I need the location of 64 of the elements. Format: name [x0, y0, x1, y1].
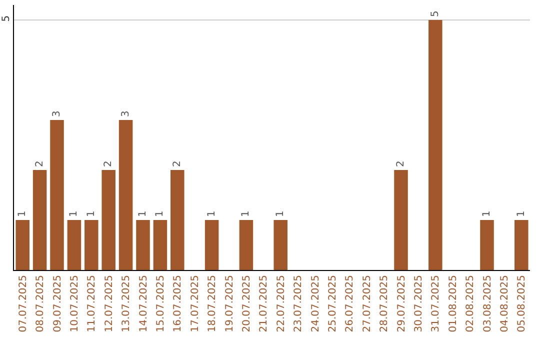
- x-tick-label: 20.07.2025: [241, 275, 252, 332]
- data-label: 1: [275, 210, 286, 217]
- data-label: 3: [52, 110, 62, 117]
- x-tick-label: 22.07.2025: [276, 275, 287, 332]
- x-tick-label: 31.07.2025: [430, 275, 442, 332]
- x-tick-label: 04.08.2025: [499, 275, 510, 332]
- bar: [204, 220, 219, 270]
- data-label: 2: [172, 160, 183, 167]
- x-tick-label: 03.08.2025: [482, 275, 494, 332]
- x-tick-label: 26.07.2025: [344, 275, 356, 332]
- x-tick-label: 12.07.2025: [104, 275, 115, 332]
- bar: [16, 220, 30, 270]
- x-tick-label: 09.07.2025: [52, 275, 64, 332]
- x-tick-label: 23.07.2025: [293, 275, 304, 332]
- bar: [153, 220, 168, 270]
- x-tick-label: 01.08.2025: [448, 275, 459, 332]
- x-tick-label: 24.07.2025: [310, 275, 322, 332]
- x-tick-label: 10.07.2025: [69, 275, 80, 332]
- x-tick-label: 08.07.2025: [35, 275, 46, 332]
- x-tick-label: 18.07.2025: [207, 275, 218, 332]
- bar: [170, 170, 184, 270]
- bar: [50, 120, 64, 270]
- data-label: 1: [482, 210, 492, 217]
- bar: [32, 170, 47, 270]
- data-label: 1: [206, 210, 218, 217]
- bar: [67, 220, 82, 270]
- bar: [480, 220, 494, 270]
- x-tick-label: 30.07.2025: [413, 275, 424, 332]
- bar: [239, 220, 254, 270]
- data-label: 1: [154, 210, 166, 217]
- x-tick-label: 16.07.2025: [172, 275, 184, 332]
- x-tick-label: 13.07.2025: [121, 275, 132, 332]
- x-tick-label: 17.07.2025: [190, 275, 201, 332]
- bar: [274, 220, 288, 270]
- bar: [514, 220, 528, 270]
- data-label: 2: [34, 160, 46, 167]
- x-tick-label: 25.07.2025: [327, 275, 338, 332]
- bar: [394, 170, 408, 270]
- data-label: 2: [396, 160, 406, 167]
- x-tick-label: 15.07.2025: [155, 275, 166, 332]
- data-label: 1: [240, 210, 252, 217]
- data-label: 1: [68, 210, 80, 217]
- bar: [84, 220, 98, 270]
- x-tick-label: 07.07.2025: [18, 275, 29, 332]
- x-tick-label: 02.08.2025: [465, 275, 476, 332]
- x-tick-label: 29.07.2025: [396, 275, 408, 332]
- data-label: 1: [86, 210, 97, 217]
- x-tick-label: 21.07.2025: [258, 275, 270, 332]
- bar: [136, 220, 150, 270]
- x-tick-label: 14.07.2025: [138, 275, 150, 332]
- x-tick-label: 05.08.2025: [516, 275, 528, 332]
- data-label: 1: [138, 210, 148, 217]
- bar: [102, 170, 116, 270]
- data-label: 1: [17, 210, 28, 217]
- bar: [428, 20, 442, 270]
- data-label: 2: [103, 160, 114, 167]
- x-tick-label: 11.07.2025: [86, 275, 98, 332]
- bar: [118, 120, 133, 270]
- data-label: 1: [516, 210, 527, 217]
- x-tick-label: 27.07.2025: [362, 275, 373, 332]
- x-tick-label: 19.07.2025: [224, 275, 236, 332]
- data-label: 5: [430, 10, 441, 17]
- data-label: 3: [120, 110, 132, 117]
- x-tick-label: 28.07.2025: [379, 275, 390, 332]
